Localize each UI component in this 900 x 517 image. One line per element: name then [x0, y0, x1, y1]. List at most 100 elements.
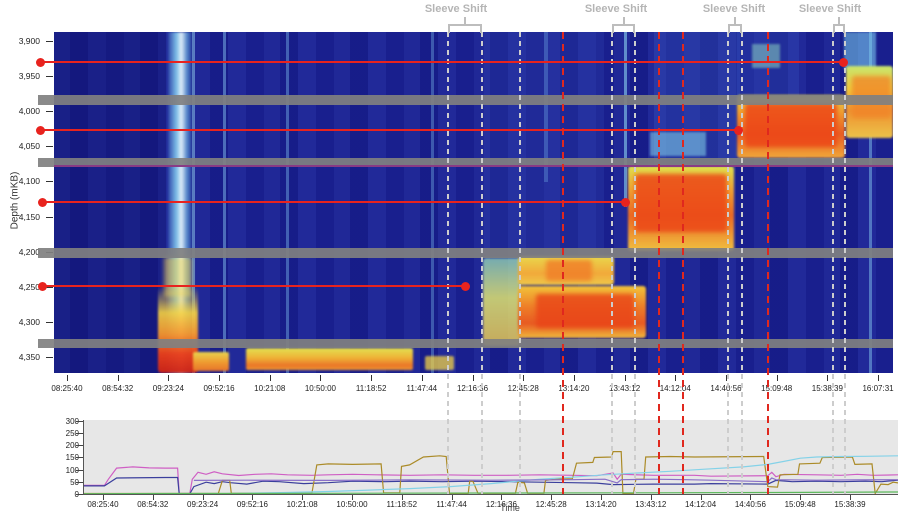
heat-region [54, 32, 166, 373]
line-chart-x-label: 11:47:44 [436, 500, 467, 509]
line-chart-x-tick [750, 495, 752, 500]
line-chart-y-label: 50 [70, 477, 79, 487]
heat-region [223, 32, 226, 373]
time-tick-label: 16:07:31 [862, 384, 894, 393]
line-chart-y-tick [76, 469, 83, 471]
line-chart-x-label: 13:43:12 [635, 500, 667, 509]
heat-region [844, 32, 876, 70]
line-chart-x-tick [352, 495, 353, 500]
line-chart-x-tick [202, 495, 204, 500]
time-tick-mark [573, 375, 575, 381]
time-tick-label: 13:43:12 [609, 384, 641, 393]
line-chart-y-label: 150 [65, 453, 79, 463]
time-tick-mark [624, 375, 626, 381]
line-chart-x-tick [800, 495, 802, 500]
depth-tick-mark [46, 216, 53, 218]
line-chart-x-tick [152, 495, 154, 500]
time-axis-label: Time [500, 503, 520, 513]
time-tick-label: 11:18:52 [355, 384, 387, 393]
green-curve [83, 491, 899, 495]
line-chart-x-label: 09:52:16 [236, 500, 268, 509]
line-chart-x-label: 15:38:39 [834, 500, 866, 509]
time-tick-label: 14:12:04 [659, 384, 691, 393]
violet-curve [193, 477, 899, 484]
depth-tick-label: 4,300 [18, 316, 40, 327]
line-chart-y-tick [76, 420, 83, 422]
line-chart-y-tick [76, 494, 83, 495]
sleeve-shift-label: Sleeve Shift [424, 3, 488, 15]
heat-region [286, 32, 289, 373]
line-chart-y-tick [76, 457, 83, 459]
time-tick-label: 10:21:08 [254, 384, 286, 393]
line-chart-y-label: 200 [65, 441, 79, 450]
time-tick-label: 13:14:20 [558, 384, 590, 393]
line-chart-x-tick [601, 495, 602, 500]
line-chart-x-label: 15:09:48 [784, 500, 816, 509]
time-tick-label: 09:23:24 [152, 384, 184, 393]
heat-region [158, 287, 198, 373]
heat-region [752, 44, 780, 68]
depth-tick-label: 4,050 [18, 141, 40, 152]
magenta-curve [84, 466, 899, 495]
heat-region [852, 76, 891, 118]
time-tick-mark [725, 375, 727, 381]
line-chart-x-label: 10:21:08 [286, 500, 318, 509]
heat-region [869, 32, 872, 373]
line-chart-x-tick [103, 495, 104, 500]
time-tick-mark [472, 375, 474, 381]
time-tick-mark [523, 375, 525, 381]
time-tick-mark [320, 375, 322, 381]
line-chart-x-tick [401, 495, 403, 500]
heat-region [650, 132, 706, 156]
heat-region [635, 174, 727, 232]
line-chart-y-label: 0 [74, 490, 79, 499]
olive-curve [84, 451, 899, 496]
time-tick-mark [776, 375, 778, 381]
depth-tick-label: 4,250 [18, 281, 40, 292]
line-chart-y-label: 100 [65, 465, 79, 475]
depth-tick-mark [46, 321, 53, 323]
heat-region [624, 32, 627, 207]
depth-tick-label: 4,350 [18, 351, 40, 362]
line-chart-x-label: 08:54:32 [137, 500, 169, 509]
sleeve-shift-label: Sleeve Shift [702, 3, 766, 15]
red-marker-dot [36, 126, 45, 135]
line-chart-x-tick [850, 495, 851, 500]
time-tick-label: 12:16:36 [456, 384, 489, 393]
red-marker-dot [36, 58, 45, 67]
time-tick-label: 08:25:40 [51, 384, 83, 393]
depth-tick-mark [46, 146, 53, 148]
cyan-curve [83, 455, 899, 495]
time-tick-mark [117, 375, 119, 381]
line-chart-x-tick [501, 495, 503, 500]
sleeve-shift-bracket-stem [838, 17, 840, 25]
line-chart-x-label: 11:18:52 [386, 500, 418, 509]
depth-axis-label: Depth (mKB) [9, 171, 21, 230]
time-tick-label: 10:50:00 [304, 384, 336, 393]
heat-region [745, 103, 837, 147]
heat-region [431, 32, 434, 373]
line-chart-y-label: 300 [65, 416, 79, 426]
time-tick-mark [269, 375, 271, 381]
heat-region [536, 294, 634, 328]
line-chart-x-tick [451, 495, 453, 500]
time-tick-mark [168, 375, 170, 381]
line-chart-x-tick [650, 495, 652, 500]
line-chart-y-tick [76, 432, 83, 434]
line-chart-x-label: 10:50:00 [336, 500, 368, 509]
time-tick-mark [421, 375, 423, 381]
depth-tick-label: 4,200 [18, 246, 40, 257]
time-tick-mark [67, 375, 68, 381]
blue-curve [84, 476, 899, 495]
depth-tick-label: 3,900 [18, 36, 40, 46]
sleeve-shift-bracket-stem [734, 17, 736, 25]
red-marker-dot [38, 282, 47, 291]
line-chart-x-label: 14:40:56 [734, 500, 766, 509]
sleeve-shift-label: Sleeve Shift [584, 3, 648, 15]
depth-tick-mark [46, 76, 53, 78]
depth-tick-mark [46, 286, 53, 288]
line-chart-x-tick [252, 495, 254, 500]
line-chart-x-label: 14:12:04 [685, 500, 717, 509]
time-tick-label: 14:40:56 [710, 384, 742, 393]
